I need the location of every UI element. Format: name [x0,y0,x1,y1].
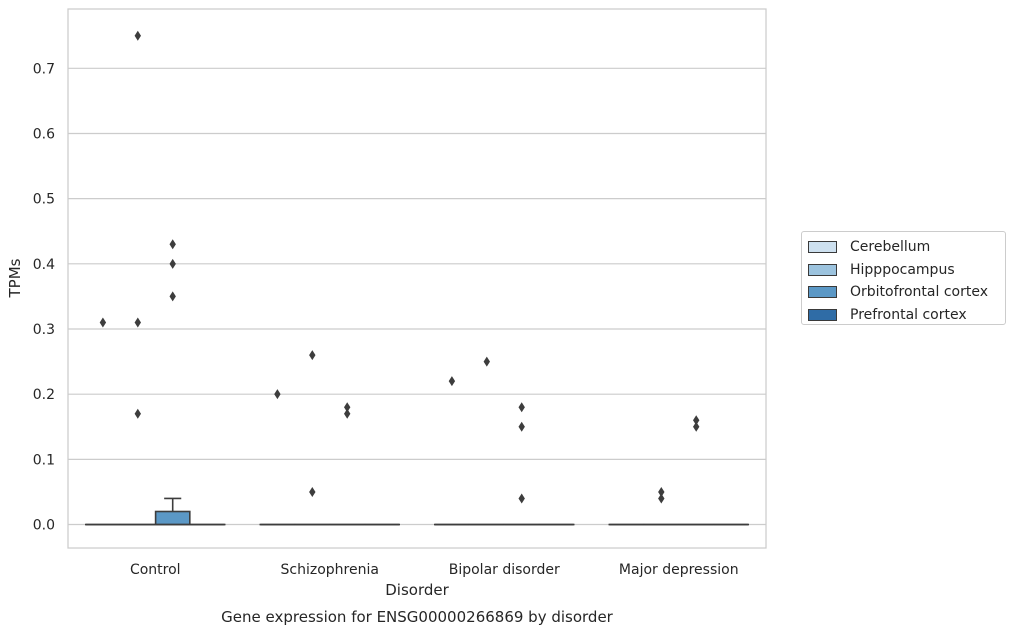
box-plot-marks [84,30,750,526]
outlier-point [693,421,700,432]
legend: Cerebellum Hipppocampus Orbitofrontal co… [801,231,1006,325]
outlier-point [693,415,700,426]
x-tick-label: Major depression [619,562,739,578]
y-tick-label: 0.2 [33,387,55,403]
box [154,510,191,526]
grid-lines [68,67,766,526]
outlier-point [169,291,176,302]
y-tick-label: 0.4 [33,257,55,273]
x-tick-label: Control [130,562,181,578]
legend-item-prefrontal-cortex: Prefrontal cortex [808,304,1005,327]
y-tick-label: 0.1 [33,452,55,468]
legend-label: Prefrontal cortex [850,307,967,324]
outlier-point [344,408,351,419]
chart-title: Gene expression for ENSG00000266869 by d… [221,608,614,626]
outlier-point [274,389,281,400]
y-axis-title: TPMs [6,258,24,298]
outlier-point [448,376,456,387]
x-tick-label: Bipolar disorder [449,562,560,578]
legend-swatch [808,309,837,322]
y-tick-label: 0.6 [33,126,55,142]
outlier-point [658,493,665,504]
legend-swatch [808,241,837,254]
y-tick-label: 0.3 [33,322,55,338]
outlier-point [518,493,525,504]
plot-area-frame [67,8,767,549]
y-tick-label: 0.7 [33,61,55,77]
outlier-point [134,408,141,419]
outlier-point [169,239,176,250]
outlier-point [309,350,316,361]
outlier-point [134,317,141,328]
legend-swatch [808,263,837,276]
legend-swatch [808,286,837,299]
legend-label: Orbitofrontal cortex [850,284,988,301]
outlier-point [483,356,490,367]
x-tick-label: Schizophrenia [281,562,379,578]
outlier-point [99,317,107,328]
x-tick-labels: Control Schizophrenia Bipolar disorder Majo… [130,562,739,578]
y-tick-label: 0.0 [33,518,55,534]
outlier-point [309,486,316,497]
outlier-point [518,421,525,432]
outlier-point [658,486,665,497]
x-axis-title: Disorder [385,581,449,599]
outlier-point [134,30,141,41]
y-tick-labels: 0.0 0.1 0.2 0.3 0.4 0.5 0.6 0.7 [33,61,55,533]
legend-item-hippocampus: Hipppocampus [808,259,1005,282]
legend-item-orbitofrontal-cortex: Orbitofrontal cortex [808,281,1005,304]
legend-label: Cerebellum [850,239,931,256]
legend-label: Hipppocampus [850,261,955,278]
outlier-point [518,402,525,413]
outlier-point [169,258,176,269]
y-tick-label: 0.5 [33,192,55,208]
legend-item-cerebellum: Cerebellum [808,236,1005,259]
outlier-point [344,402,351,413]
